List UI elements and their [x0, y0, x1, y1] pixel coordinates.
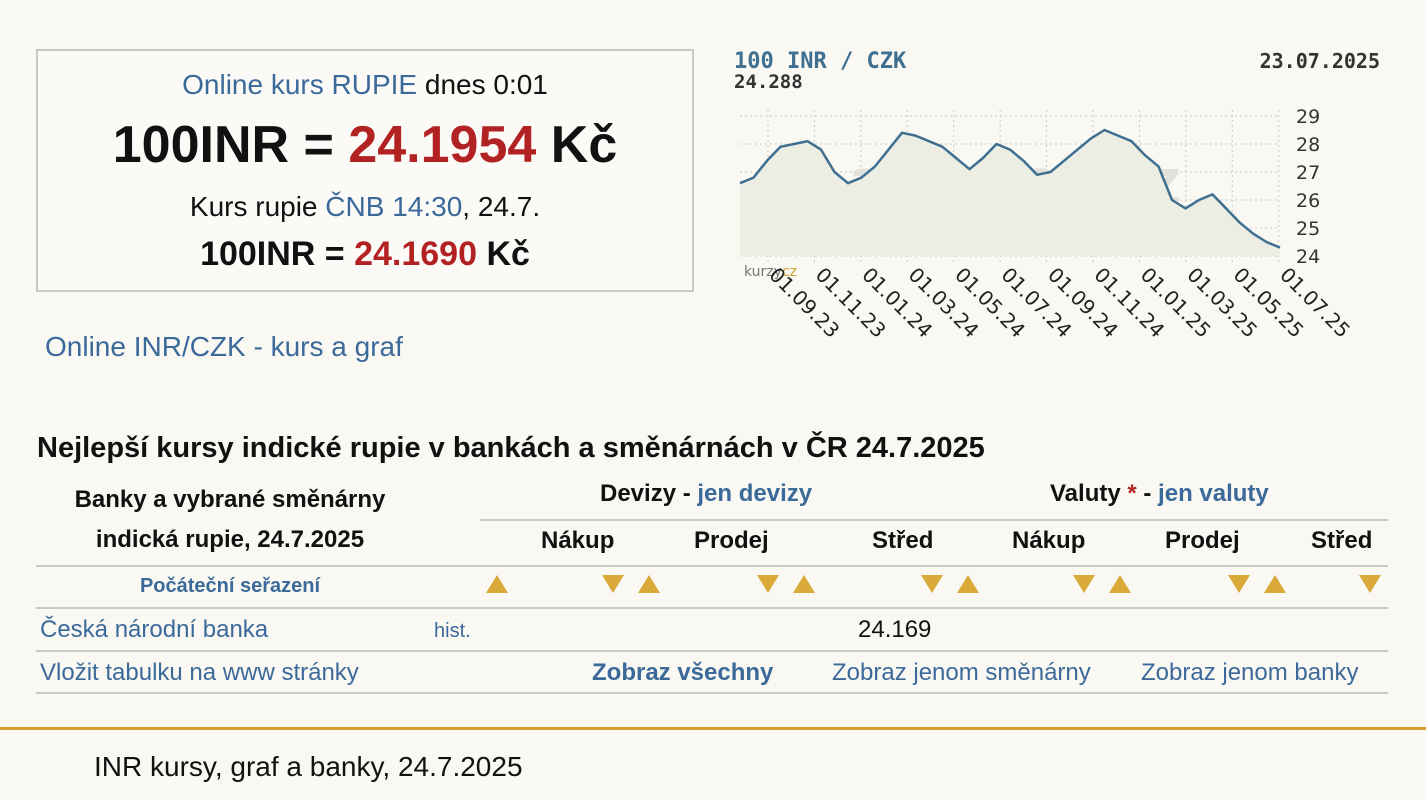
chart-brand: kurzycz [744, 264, 797, 280]
header-divider [36, 565, 1388, 567]
devizy-label: Devizy [600, 480, 677, 507]
sort-up-arrow-icon[interactable] [957, 575, 979, 593]
online-rate-left: 100INR = [112, 116, 349, 174]
valuty-only-link[interactable]: jen valuty [1158, 480, 1269, 507]
bank-row-cnb-history-link[interactable]: hist. [434, 620, 471, 642]
devizy-dash: - [676, 480, 698, 507]
cnb-rate-value-line: 100INR = 24.1690 Kč [38, 235, 692, 274]
valuty-group-header: Valuty * - jen valuty [1050, 480, 1269, 508]
online-rate-value: 24.1954 [348, 116, 537, 174]
cnb-link[interactable]: ČNB 14:30 [325, 191, 463, 222]
bank-row-cnb-stred: 24.169 [858, 616, 932, 643]
default-sort-link[interactable]: Počáteční seřazení [139, 575, 321, 597]
footer-text: INR kursy, graf a banky, 24.7.2025 [94, 751, 523, 782]
col-devizy-stred: Střed [872, 527, 934, 554]
show-banks-link[interactable]: Zobraz jenom banky [1141, 659, 1359, 686]
chart-brand-suffix: cz [782, 264, 797, 280]
devizy-group-header: Devizy - jen devizy [600, 480, 812, 508]
online-rate-value-line: 100INR = 24.1954 Kč [38, 115, 692, 175]
chart-y-tick: 28 [1296, 134, 1320, 156]
col-valuty-nakup: Nákup [1012, 527, 1086, 554]
chart-y-tick: 24 [1296, 246, 1320, 268]
bank-row-divider [36, 650, 1388, 652]
chart-y-tick: 29 [1296, 106, 1320, 128]
table-left-header-line1: Banky a vybrané směnárny [74, 486, 386, 513]
table-title: Nejlepší kursy indické rupie v bankách a… [37, 432, 985, 464]
chart-brand-text: kurzy [744, 264, 782, 280]
sort-down-arrow-icon[interactable] [921, 575, 943, 593]
sort-up-arrow-icon[interactable] [638, 575, 660, 593]
cnb-rate-unit: Kč [477, 235, 530, 273]
cnb-prefix: Kurs rupie [189, 191, 326, 222]
online-rate-unit: Kč [536, 116, 618, 174]
cnb-date: , 24.7. [462, 191, 541, 222]
sort-row-divider [36, 607, 1388, 609]
chart-y-tick: 25 [1296, 218, 1320, 240]
footer-divider [0, 727, 1426, 730]
chart-series-line [739, 128, 1281, 249]
sort-up-arrow-icon[interactable] [793, 575, 815, 593]
col-devizy-prodej: Prodej [694, 527, 769, 554]
chart-y-tick: 27 [1296, 162, 1320, 184]
cnb-rate-line: Kurs rupie ČNB 14:30, 24.7. [38, 191, 692, 223]
online-chart-link[interactable]: Online INR/CZK - kurs a graf [45, 331, 403, 362]
sort-up-arrow-icon[interactable] [1264, 575, 1286, 593]
sort-up-arrow-icon[interactable] [486, 575, 508, 593]
chart-y-tick: 26 [1296, 190, 1320, 212]
table-left-header: Banky a vybrané směnárny indická rupie, … [40, 480, 420, 560]
col-devizy-nakup: Nákup [541, 527, 615, 554]
show-exchanges-link[interactable]: Zobraz jenom směnárny [832, 659, 1091, 686]
chart-title: 100 INR / CZK [734, 49, 907, 74]
sort-down-arrow-icon[interactable] [757, 575, 779, 593]
col-valuty-prodej: Prodej [1165, 527, 1240, 554]
rate-box: Online kurs RUPIE dnes 0:01 100INR = 24.… [36, 49, 694, 292]
col-valuty-stred: Střed [1311, 527, 1373, 554]
cnb-rate-value: 24.1690 [354, 235, 477, 273]
cnb-rate-left: 100INR = [200, 235, 355, 273]
sort-up-arrow-icon[interactable] [1109, 575, 1131, 593]
chart-subtitle: 24.288 [734, 71, 803, 93]
show-all-link[interactable]: Zobraz všechny [592, 659, 774, 686]
devizy-only-link[interactable]: jen devizy [697, 480, 813, 507]
table-left-header-line2: indická rupie, 24.7.2025 [95, 526, 365, 553]
group-header-divider [480, 519, 1388, 521]
bank-row-cnb-name[interactable]: Česká národní banka [40, 616, 269, 643]
embed-table-link[interactable]: Vložit tabulku na www stránky [40, 659, 359, 686]
sort-down-arrow-icon[interactable] [1359, 575, 1381, 593]
online-rate-time: dnes 0:01 [417, 69, 548, 100]
sort-down-arrow-icon[interactable] [1073, 575, 1095, 593]
valuty-dash: - [1136, 480, 1159, 507]
online-rate-line: Online kurs RUPIE dnes 0:01 [38, 69, 692, 101]
online-rate-link[interactable]: Online kurs RUPIE [182, 69, 418, 100]
chart-date: 23.07.2025 [1260, 49, 1380, 73]
sort-down-arrow-icon[interactable] [1228, 575, 1250, 593]
valuty-star: * [1127, 480, 1137, 507]
table-bottom-divider [36, 692, 1388, 694]
valuty-label: Valuty [1050, 480, 1121, 507]
chart-area [740, 130, 1280, 256]
sort-down-arrow-icon[interactable] [602, 575, 624, 593]
